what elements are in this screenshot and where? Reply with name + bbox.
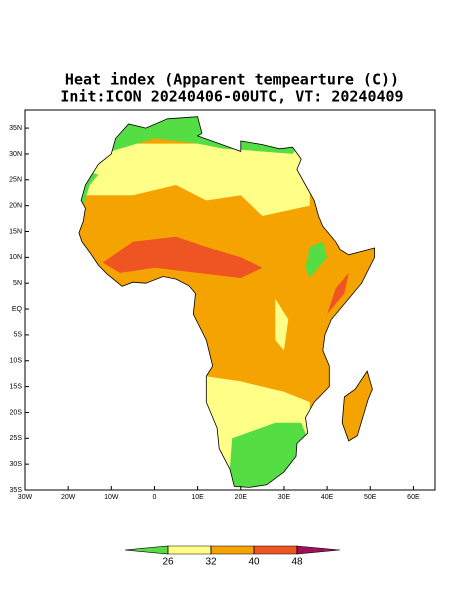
x-tick-label: 50E [364, 494, 377, 501]
heat-region [275, 298, 289, 351]
colorbar-swatch [124, 545, 169, 555]
x-tick-label: 0 [153, 494, 157, 501]
x-tick-label: 60E [407, 494, 420, 501]
y-tick-label: 10N [9, 254, 22, 261]
colorbar-label: 26 [162, 557, 174, 568]
y-tick-label: 5S [13, 332, 22, 339]
colorbar-swatch [210, 545, 255, 555]
map-frame [24, 109, 436, 491]
heat-region [305, 241, 328, 278]
coastline [78, 116, 375, 488]
y-tick-label: 25N [9, 177, 22, 184]
x-tick-label: 10E [191, 494, 204, 501]
heat-region [327, 272, 349, 315]
y-tick-label: 25S [10, 435, 23, 442]
y-tick-label: 20N [9, 202, 22, 209]
colorbar-label: 40 [248, 557, 260, 568]
x-tick-label: 30E [278, 494, 291, 501]
x-tick-label: 10W [104, 494, 119, 501]
y-tick-label: 35N [9, 125, 22, 132]
y-tick-label: 35S [10, 487, 23, 494]
y-tick-label: 30S [10, 461, 23, 468]
land-fill [78, 116, 375, 488]
colorbar-label: 48 [291, 557, 303, 568]
subtitle: Init:ICON 20240406-00UTC, VT: 20240409 [60, 88, 403, 106]
y-tick-label: 15N [9, 228, 22, 235]
x-tick-label: 30W [18, 494, 33, 501]
colorbar-swatch [253, 545, 298, 555]
y-tick-label: 20S [10, 409, 23, 416]
heat-region [78, 143, 310, 216]
heat-region [102, 236, 263, 278]
y-tick-label: 30N [9, 151, 22, 158]
colorbar-swatch [296, 545, 341, 555]
y-tick-label: 5N [13, 280, 22, 287]
y-tick-label: 15S [10, 383, 23, 390]
map-area [78, 116, 375, 488]
title: Heat index (Apparent tempearture (C)) [65, 71, 399, 89]
x-tick-label: 20E [235, 494, 248, 501]
x-tick-label: 20W [61, 494, 76, 501]
x-tick-label: 40E [321, 494, 334, 501]
y-tick-label: EQ [12, 306, 23, 313]
colorbar-label: 32 [205, 557, 217, 568]
colorbar-swatch [167, 545, 212, 555]
y-tick-label: 10S [10, 358, 23, 365]
heat-region [340, 381, 371, 444]
